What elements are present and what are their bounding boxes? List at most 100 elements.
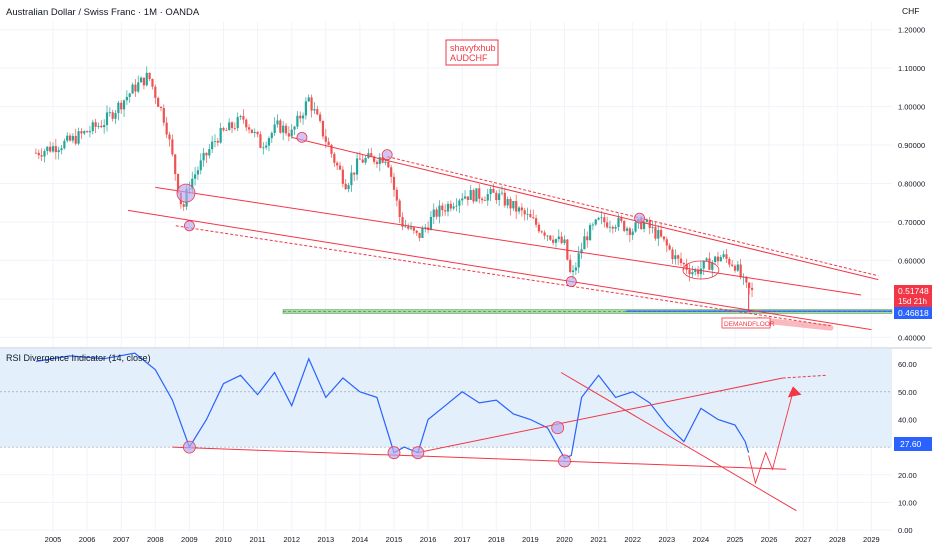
last-price-tag (894, 285, 932, 307)
candle-body (591, 224, 595, 226)
candle-body (333, 153, 336, 163)
candle-body (483, 200, 487, 201)
candle-body (608, 226, 612, 228)
candle-body (74, 135, 77, 144)
trendline (291, 136, 879, 281)
candle-body (267, 138, 271, 146)
candle-body (111, 112, 114, 119)
candle-body (165, 122, 168, 135)
candle-body (429, 216, 433, 230)
candle-body (66, 135, 69, 141)
x-tick-label: 2022 (624, 535, 641, 544)
candle-body (432, 209, 435, 217)
candle-body (384, 161, 387, 163)
grid (0, 22, 892, 532)
candle-body (719, 257, 722, 262)
candle-body (142, 77, 146, 86)
candle-body (219, 127, 222, 143)
rsi-series (35, 352, 828, 512)
candle-body (276, 120, 279, 125)
rsi-tick-label: 20.00 (898, 471, 917, 480)
pivot-marker (296, 131, 308, 143)
candle-body (503, 192, 506, 206)
candle-body (347, 185, 350, 190)
candle-body (458, 200, 461, 206)
candle-body (512, 200, 515, 209)
candle-body (625, 228, 629, 231)
candle-body (176, 173, 180, 193)
candle-body (46, 146, 49, 152)
candle-body (310, 97, 313, 111)
candle-body (117, 102, 120, 113)
candle-body (665, 239, 668, 246)
candle-body (685, 264, 688, 270)
candle-body (324, 136, 327, 142)
candle-body (364, 157, 367, 163)
candle-body (517, 207, 521, 212)
candle-body (549, 235, 552, 240)
y-tick-label: 0.90000 (898, 141, 925, 150)
y-tick-label: 0.70000 (898, 218, 925, 227)
candle-body (455, 205, 458, 207)
candle-body (68, 135, 72, 141)
candle-body (606, 222, 609, 228)
candle-body (424, 227, 427, 229)
candle-body (409, 227, 413, 229)
level-price-tag (894, 307, 932, 319)
candle-body (105, 112, 109, 126)
candle-body (390, 167, 393, 177)
candle-body (640, 219, 643, 230)
author-symbol: AUDCHF (450, 53, 488, 63)
candle-body (157, 97, 160, 107)
candles (34, 66, 754, 297)
y-tick-label: 1.10000 (898, 64, 925, 73)
demand-zone (282, 309, 893, 314)
pane-divider[interactable] (0, 347, 932, 349)
candle-body (191, 178, 194, 189)
candle-body (628, 228, 631, 236)
candle-body (162, 108, 165, 123)
candle-body (526, 214, 529, 215)
candle-body (287, 133, 290, 137)
candle-body (603, 217, 606, 223)
candle-body (57, 150, 60, 153)
candle-body (472, 190, 475, 202)
candle-body (355, 158, 359, 175)
candle-body (580, 249, 583, 254)
candle-body (54, 146, 57, 153)
rsi-tick-label: 50.00 (898, 388, 917, 397)
candle-body (250, 129, 254, 133)
candle-body (577, 253, 580, 268)
currency-label: CHF (902, 6, 919, 16)
candle-body (211, 141, 214, 150)
candle-body (37, 152, 40, 156)
x-tick-label: 2009 (181, 535, 198, 544)
candle-body (688, 269, 691, 275)
y-tick-label: 1.00000 (898, 103, 925, 112)
candle-body (381, 157, 384, 163)
candle-body (125, 96, 128, 101)
candle-body (361, 159, 364, 163)
x-tick-label: 2029 (863, 535, 880, 544)
candle-body (725, 254, 728, 259)
x-tick-label: 2016 (420, 535, 437, 544)
candle-body (444, 210, 447, 212)
candle-body (154, 86, 157, 98)
candle-body (475, 188, 478, 202)
candle-body (674, 255, 677, 260)
candle-body (301, 115, 305, 119)
candle-body (728, 258, 731, 265)
trendline (127, 209, 872, 331)
candle-body (353, 172, 356, 175)
candle-body (307, 97, 310, 102)
candle-body (299, 115, 302, 119)
candle-body (702, 260, 705, 269)
trendline (175, 225, 831, 327)
candle-body (100, 125, 103, 128)
candle-body (449, 203, 452, 209)
rsi-pivot-marker (387, 446, 401, 460)
candle-body (49, 146, 52, 152)
candle-body (205, 152, 208, 156)
candle-body (597, 217, 600, 220)
